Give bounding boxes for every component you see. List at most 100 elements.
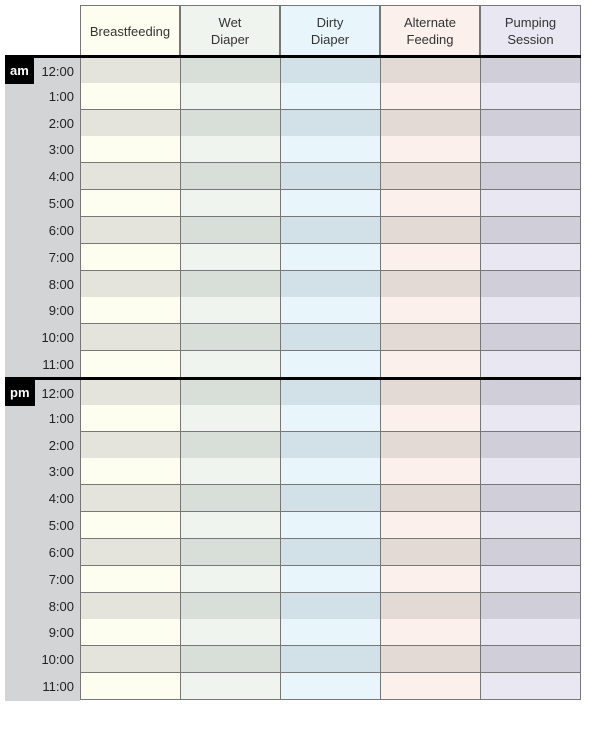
entry-cell[interactable] <box>80 163 180 191</box>
entry-cell[interactable] <box>180 565 280 593</box>
entry-cell[interactable] <box>180 351 280 379</box>
entry-cell[interactable] <box>480 538 581 566</box>
entry-cell[interactable] <box>80 458 180 486</box>
entry-cell[interactable] <box>380 270 480 298</box>
entry-cell[interactable] <box>280 565 380 593</box>
entry-cell[interactable] <box>80 538 180 566</box>
entry-cell[interactable] <box>380 458 480 486</box>
entry-cell[interactable] <box>280 458 380 486</box>
entry-cell[interactable] <box>80 565 180 593</box>
entry-cell[interactable] <box>480 163 581 191</box>
entry-cell[interactable] <box>380 538 480 566</box>
entry-cell[interactable] <box>280 58 380 85</box>
entry-cell[interactable] <box>480 82 581 110</box>
entry-cell[interactable] <box>480 565 581 593</box>
entry-cell[interactable] <box>180 163 280 191</box>
entry-cell[interactable] <box>180 619 280 647</box>
entry-cell[interactable] <box>480 216 581 244</box>
entry-cell[interactable] <box>180 190 280 218</box>
entry-cell[interactable] <box>280 646 380 674</box>
entry-cell[interactable] <box>80 592 180 620</box>
entry-cell[interactable] <box>180 592 280 620</box>
entry-cell[interactable] <box>180 485 280 513</box>
entry-cell[interactable] <box>280 512 380 540</box>
entry-cell[interactable] <box>80 324 180 352</box>
entry-cell[interactable] <box>380 190 480 218</box>
entry-cell[interactable] <box>380 243 480 271</box>
entry-cell[interactable] <box>80 512 180 540</box>
entry-cell[interactable] <box>180 404 280 432</box>
entry-cell[interactable] <box>80 619 180 647</box>
entry-cell[interactable] <box>480 351 581 379</box>
entry-cell[interactable] <box>280 136 380 164</box>
entry-cell[interactable] <box>180 646 280 674</box>
entry-cell[interactable] <box>480 404 581 432</box>
entry-cell[interactable] <box>80 673 180 701</box>
entry-cell[interactable] <box>380 512 480 540</box>
entry-cell[interactable] <box>380 431 480 459</box>
entry-cell[interactable] <box>80 190 180 218</box>
entry-cell[interactable] <box>80 270 180 298</box>
entry-cell[interactable] <box>480 324 581 352</box>
entry-cell[interactable] <box>480 297 581 325</box>
entry-cell[interactable] <box>280 538 380 566</box>
entry-cell[interactable] <box>380 82 480 110</box>
entry-cell[interactable] <box>80 243 180 271</box>
entry-cell[interactable] <box>280 404 380 432</box>
entry-cell[interactable] <box>180 324 280 352</box>
entry-cell[interactable] <box>380 136 480 164</box>
entry-cell[interactable] <box>280 619 380 647</box>
entry-cell[interactable] <box>480 190 581 218</box>
entry-cell[interactable] <box>180 297 280 325</box>
entry-cell[interactable] <box>380 58 480 85</box>
entry-cell[interactable] <box>280 270 380 298</box>
entry-cell[interactable] <box>180 58 280 85</box>
entry-cell[interactable] <box>380 485 480 513</box>
entry-cell[interactable] <box>80 351 180 379</box>
entry-cell[interactable] <box>480 458 581 486</box>
entry-cell[interactable] <box>480 512 581 540</box>
entry-cell[interactable] <box>280 82 380 110</box>
entry-cell[interactable] <box>380 619 480 647</box>
entry-cell[interactable] <box>380 297 480 325</box>
entry-cell[interactable] <box>80 379 180 407</box>
entry-cell[interactable] <box>280 485 380 513</box>
entry-cell[interactable] <box>180 673 280 701</box>
entry-cell[interactable] <box>180 431 280 459</box>
entry-cell[interactable] <box>80 109 180 137</box>
entry-cell[interactable] <box>180 512 280 540</box>
entry-cell[interactable] <box>480 485 581 513</box>
entry-cell[interactable] <box>480 619 581 647</box>
entry-cell[interactable] <box>480 379 581 407</box>
entry-cell[interactable] <box>380 324 480 352</box>
entry-cell[interactable] <box>480 109 581 137</box>
entry-cell[interactable] <box>280 216 380 244</box>
entry-cell[interactable] <box>80 58 180 85</box>
entry-cell[interactable] <box>80 485 180 513</box>
entry-cell[interactable] <box>80 216 180 244</box>
entry-cell[interactable] <box>380 216 480 244</box>
entry-cell[interactable] <box>80 646 180 674</box>
entry-cell[interactable] <box>480 592 581 620</box>
entry-cell[interactable] <box>380 109 480 137</box>
entry-cell[interactable] <box>180 82 280 110</box>
entry-cell[interactable] <box>480 136 581 164</box>
entry-cell[interactable] <box>180 379 280 407</box>
entry-cell[interactable] <box>380 404 480 432</box>
entry-cell[interactable] <box>480 646 581 674</box>
entry-cell[interactable] <box>280 379 380 407</box>
entry-cell[interactable] <box>380 592 480 620</box>
entry-cell[interactable] <box>180 270 280 298</box>
entry-cell[interactable] <box>280 324 380 352</box>
entry-cell[interactable] <box>80 431 180 459</box>
entry-cell[interactable] <box>480 243 581 271</box>
entry-cell[interactable] <box>180 136 280 164</box>
entry-cell[interactable] <box>280 351 380 379</box>
entry-cell[interactable] <box>380 673 480 701</box>
entry-cell[interactable] <box>180 458 280 486</box>
entry-cell[interactable] <box>480 431 581 459</box>
entry-cell[interactable] <box>380 379 480 407</box>
entry-cell[interactable] <box>280 190 380 218</box>
entry-cell[interactable] <box>380 163 480 191</box>
entry-cell[interactable] <box>480 270 581 298</box>
